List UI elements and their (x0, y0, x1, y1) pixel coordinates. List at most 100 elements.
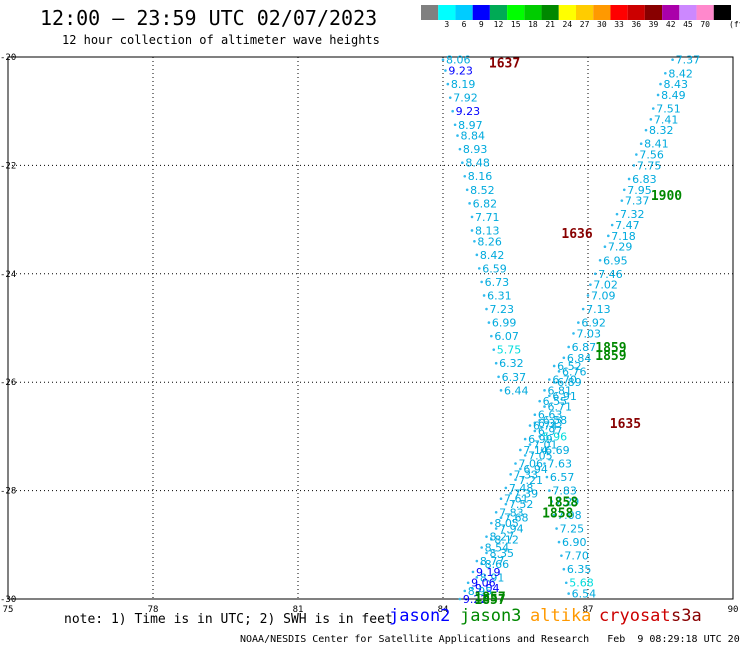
track-point (523, 437, 527, 441)
swh-value-label: 7.71 (475, 211, 500, 224)
swh-value-label: 8.49 (661, 89, 686, 102)
swh-value-label: 7.08 (557, 509, 582, 522)
swh-value-label: 7.18 (611, 230, 636, 243)
swh-value-label: 7.83 (499, 506, 523, 519)
track-point (528, 424, 532, 427)
swh-value-label: 7.37 (676, 54, 701, 67)
track-point (603, 245, 607, 248)
track-point (444, 69, 447, 72)
track-point (490, 538, 493, 541)
colorbar-label: 70 (700, 20, 710, 29)
track-point (441, 58, 445, 62)
track-point (468, 202, 471, 205)
swh-value-label: 7.92 (453, 92, 478, 105)
track-point (509, 473, 512, 476)
swh-value-label: 8.32 (649, 124, 674, 137)
track-point (463, 589, 467, 593)
track-point (560, 554, 563, 557)
track-point (471, 570, 475, 574)
track-point (509, 492, 512, 495)
swh-value-label: 6.37 (502, 371, 527, 384)
swh-value-label: 8.97 (458, 119, 483, 132)
swh-value-label: 8.16 (468, 170, 493, 183)
track-point (475, 576, 479, 579)
mission-jason3: jason3 (460, 606, 522, 626)
track-point (480, 546, 483, 549)
pass-time-label: 1636 (561, 227, 592, 242)
chart-subtitle: 12 hour collection of altimeter wave hei… (62, 33, 380, 47)
x-tick-label: 78 (148, 605, 159, 615)
swh-value-label: 6.99 (492, 317, 516, 330)
track-point (651, 107, 655, 110)
swh-value-label: 8.12 (494, 533, 519, 546)
swh-value-label: 9.22 (463, 593, 488, 606)
colorbar (421, 5, 731, 20)
track-point (610, 223, 614, 227)
colorbar-label: 21 (545, 20, 555, 29)
swh-value-label: 6.73 (485, 276, 510, 289)
pass-time-label: 1858 (547, 495, 578, 510)
track-point (548, 394, 551, 398)
swh-value-label: 7.47 (615, 219, 640, 232)
swh-value-label: 8.52 (470, 184, 495, 197)
swh-value-label: 7.25 (560, 523, 585, 536)
track-point (494, 361, 498, 365)
x-tick-label: 75 (3, 605, 14, 615)
swh-value-label: 6.57 (550, 471, 575, 484)
colorbar-label: 36 (631, 20, 642, 29)
track-point (456, 134, 459, 137)
swh-value-label: 7.37 (625, 195, 650, 208)
y-tick-label: -28 (0, 487, 16, 497)
swh-value-label: 6.32 (499, 357, 523, 370)
swh-value-label: 9.23 (448, 65, 473, 78)
swh-value-label: 8.27 (490, 531, 515, 544)
track-point (567, 345, 570, 349)
swh-value-label: 7.68 (504, 512, 529, 525)
axes: 75 78 81 84 87 90 -20 -22 -24 -26 -28 -30 (0, 53, 738, 615)
swh-value-label: 7.56 (639, 149, 664, 162)
swh-value-label: 7.63 (548, 458, 573, 471)
track-point (446, 82, 450, 86)
track-point (499, 389, 503, 392)
swh-value-label: 6.95 (603, 254, 628, 267)
swh-value-label: 7.21 (519, 474, 544, 487)
colorbar-label: 12 (493, 20, 504, 29)
swh-value-label: 6.82 (473, 197, 498, 210)
colorbar-swatch (662, 5, 680, 20)
track-point (607, 234, 610, 238)
swh-value-label: 9.06 (471, 577, 496, 590)
swh-value-label: 7.46 (598, 268, 623, 281)
colorbar-swatch (472, 5, 490, 20)
mission-altika: altika (530, 606, 592, 626)
track-point (475, 559, 479, 563)
data-points: 8.069.238.197.929.238.978.848.938.488.16… (441, 54, 701, 606)
track-point (564, 581, 568, 585)
colorbar-swatch (593, 5, 611, 20)
track-point (627, 177, 631, 181)
track-point (475, 253, 479, 257)
track-point (598, 258, 602, 262)
swh-value-label: 7.70 (564, 550, 589, 563)
swh-value-label: 7.29 (608, 241, 633, 254)
swh-value-label: 7.09 (591, 289, 616, 302)
colorbar-swatch (558, 5, 576, 20)
track-point (577, 321, 580, 324)
track-point (494, 510, 498, 514)
pass-time-label: 1859 (595, 349, 626, 364)
colorbar-swatch (644, 5, 663, 20)
track-point (567, 592, 570, 595)
colorbar-swatch (713, 5, 731, 20)
swh-value-label: 6.94 (523, 463, 548, 476)
track-point (533, 413, 537, 417)
swh-value-label: 7.29 (555, 495, 580, 508)
track-point (545, 475, 549, 479)
swh-value-label: 6.76 (562, 365, 587, 378)
swh-value-label: 9.23 (456, 105, 481, 118)
credit-text: NOAA/NESDIS Center for Satellite Applica… (240, 634, 590, 645)
track-point (499, 516, 503, 519)
track-point (453, 123, 457, 127)
colorbar-label: 18 (528, 20, 538, 29)
swh-value-label: 6.87 (572, 341, 597, 354)
